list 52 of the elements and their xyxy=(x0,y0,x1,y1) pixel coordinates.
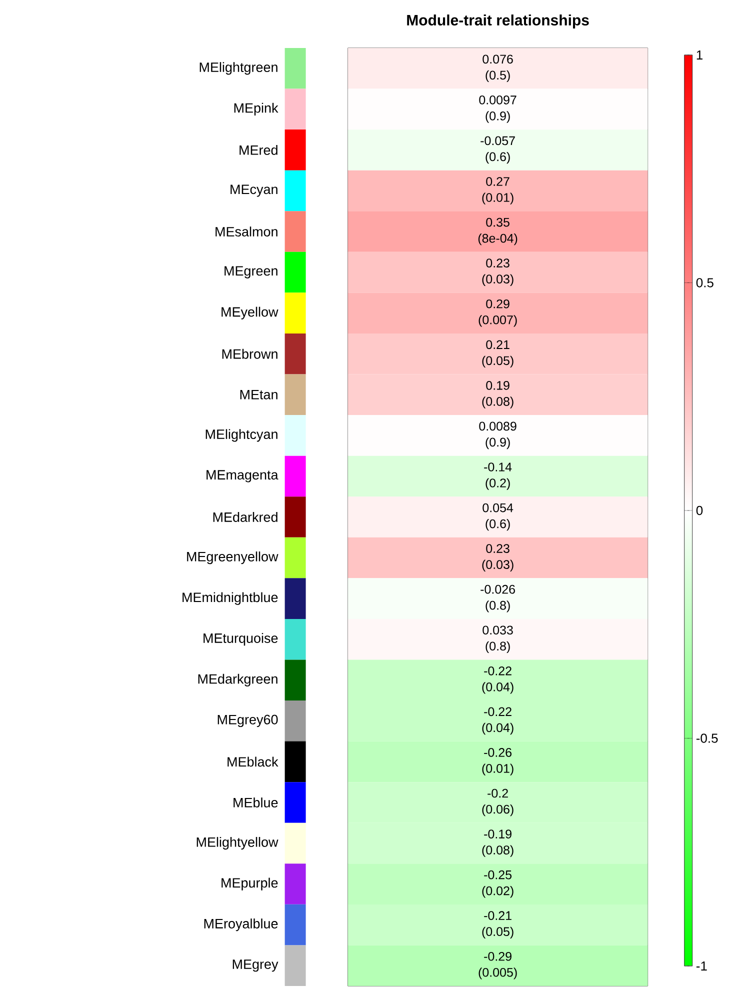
color-bar-label: -0.5 xyxy=(696,734,718,743)
data-label: 0.21 (0.05) xyxy=(482,340,514,368)
y-tick-label: MEgrey60 xyxy=(218,714,278,728)
color-bar-label: 0 xyxy=(696,506,703,516)
data-label: -0.29 (0.005) xyxy=(478,952,517,980)
y-tick-label: MEgreen xyxy=(224,266,278,278)
y-tick-label: MElightyellow xyxy=(196,836,278,850)
data-label: 0.35 (8e-04) xyxy=(478,218,518,246)
data-label: 0.076 (0.5) xyxy=(482,54,513,82)
data-label: 0.23 (0.03) xyxy=(482,544,514,572)
data-label: -0.2 (0.06) xyxy=(482,788,514,816)
y-tick-label: MEdarkgreen xyxy=(198,674,278,686)
data-label: 0.054 (0.6) xyxy=(482,503,514,531)
data-label: 0.27 (0.01) xyxy=(482,177,514,204)
y-tick-label: MEcyan xyxy=(230,184,278,197)
data-label: 0.23 (0.03) xyxy=(482,258,514,286)
y-tick-label: MElightgreen xyxy=(200,62,278,75)
data-label: 0.19 (0.08) xyxy=(482,381,514,408)
data-label: 0.033 (0.8) xyxy=(482,626,513,654)
y-tick-label: MEgreenyellow xyxy=(187,551,278,564)
data-label: -0.026 (0.8) xyxy=(480,584,516,612)
y-tick-label: MEturquoise xyxy=(204,633,278,646)
y-tick-label: MEmagenta xyxy=(206,470,278,482)
data-label: -0.21 (0.05) xyxy=(482,911,514,938)
y-tick-label: MEyellow xyxy=(222,306,278,320)
data-label: -0.057 (0.6) xyxy=(480,136,515,164)
y-tick-label: MElightcyan xyxy=(206,429,278,442)
color-bar-label: -1 xyxy=(696,962,707,970)
data-label: -0.25 (0.02) xyxy=(482,870,514,898)
y-tick-label: MEblack xyxy=(228,756,278,767)
chart-title: Module-trait relationships xyxy=(407,14,589,28)
color-bar-label: 1 xyxy=(696,50,703,60)
data-label: -0.22 (0.04) xyxy=(482,666,514,694)
y-tick-label: MEpurple xyxy=(222,878,278,890)
data-label: 0.0097 (0.9) xyxy=(479,96,516,123)
data-label: -0.14 (0.2) xyxy=(484,462,512,490)
data-label: -0.22 (0.04) xyxy=(482,707,514,735)
y-tick-label: MEroyalblue xyxy=(204,918,278,932)
y-tick-label: MEtan xyxy=(240,390,278,400)
y-tick-label: MEpink xyxy=(234,102,278,116)
y-tick-label: MEsalmon xyxy=(216,226,278,236)
data-label: 0.29 (0.007) xyxy=(478,299,517,327)
data-label: -0.19 (0.08) xyxy=(482,830,514,857)
y-tick-label: MEgrey xyxy=(232,960,278,972)
y-tick-label: MEblue xyxy=(234,798,278,808)
color-bar-label: 0.5 xyxy=(696,278,714,288)
y-tick-label: MEmidnightblue xyxy=(182,592,278,605)
data-label: -0.26 (0.01) xyxy=(482,748,514,776)
y-tick-label: MEbrown xyxy=(222,348,278,359)
data-label: 0.0089 (0.9) xyxy=(479,422,516,450)
y-tick-label: MEred xyxy=(240,145,278,155)
y-tick-label: MEdarkred xyxy=(213,512,278,522)
